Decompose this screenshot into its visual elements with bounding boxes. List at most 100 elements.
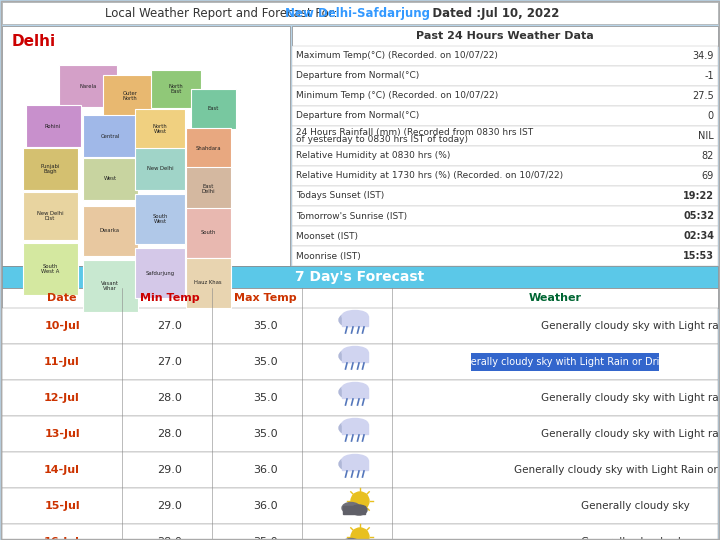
Text: Safdurjung: Safdurjung [145,271,174,275]
Bar [343,506,365,514]
Text: Tomorrow's Sunrise (IST): Tomorrow's Sunrise (IST) [296,212,407,220]
Text: New Delhi
Dist: New Delhi Dist [37,211,63,221]
Bar [342,424,368,434]
Text: Todays Sunset (IST): Todays Sunset (IST) [296,192,384,200]
Text: Local Weather Report and Forecast For:: Local Weather Report and Forecast For: [105,6,338,19]
FancyBboxPatch shape [151,70,201,108]
Ellipse shape [342,455,368,465]
Bar [2,488,718,524]
Ellipse shape [350,421,368,431]
Ellipse shape [339,422,359,435]
Text: 28.0: 28.0 [158,537,182,540]
Text: Min Temp: Min Temp [140,293,200,303]
Bar [292,46,718,66]
FancyBboxPatch shape [135,148,185,190]
Text: East
Delhi: East Delhi [201,184,215,194]
Bar [342,352,368,362]
Bar [2,308,718,344]
Text: -1: -1 [704,71,714,81]
Bar [292,246,718,266]
FancyBboxPatch shape [191,89,235,129]
Text: East: East [207,106,219,111]
Text: Maximum Temp(°C) (Recorded. on 10/07/22): Maximum Temp(°C) (Recorded. on 10/07/22) [296,51,498,60]
Text: Relative Humidity at 1730 hrs (%) (Recorded. on 10/07/22): Relative Humidity at 1730 hrs (%) (Recor… [296,172,563,180]
Text: 69: 69 [702,171,714,181]
Text: Narela: Narela [79,84,96,89]
Text: Outer
North: Outer North [122,91,138,102]
Text: 13-Jul: 13-Jul [44,429,80,439]
Text: 24 Hours Rainfall (mm) (Recorded from 0830 hrs IST: 24 Hours Rainfall (mm) (Recorded from 08… [296,127,533,137]
Text: Relative Humidity at 0830 hrs (%): Relative Humidity at 0830 hrs (%) [296,152,451,160]
Ellipse shape [342,310,368,321]
FancyBboxPatch shape [135,109,185,149]
Bar [342,460,368,470]
Ellipse shape [339,386,359,399]
Text: Moonrise (IST): Moonrise (IST) [296,252,361,260]
FancyBboxPatch shape [186,128,230,170]
Text: 35.0: 35.0 [253,393,277,403]
Text: 14-Jul: 14-Jul [44,465,80,475]
FancyBboxPatch shape [135,248,185,298]
Bar [2,524,718,540]
Text: Generally cloudy sky: Generally cloudy sky [580,501,689,511]
Text: Past 24 Hours Weather Data: Past 24 Hours Weather Data [416,31,594,41]
Text: 27.5: 27.5 [692,91,714,101]
Text: 15:53: 15:53 [683,251,714,261]
Text: 05:32: 05:32 [683,211,714,221]
Text: Generally cloudy sky with Light rain: Generally cloudy sky with Light rain [541,321,720,331]
FancyBboxPatch shape [83,206,138,256]
Text: South: South [200,231,216,235]
Text: Departure from Normal(°C): Departure from Normal(°C) [296,111,419,120]
Text: Date: Date [48,293,77,303]
Bar [292,146,718,166]
Bar [471,353,659,371]
Text: New Delhi: New Delhi [147,166,174,172]
Bar [292,166,718,186]
FancyBboxPatch shape [25,105,81,147]
Bar [2,452,718,488]
FancyBboxPatch shape [186,166,230,212]
Text: 35.0: 35.0 [253,537,277,540]
Text: 19:22: 19:22 [683,191,714,201]
Ellipse shape [339,314,359,327]
Text: Weather: Weather [528,293,582,303]
Text: Shahdara: Shahdara [195,146,221,152]
FancyBboxPatch shape [102,75,158,117]
Text: 16-Jul: 16-Jul [44,537,80,540]
Bar [292,26,718,46]
Text: 28.0: 28.0 [158,393,182,403]
Text: South
West A: South West A [41,264,59,274]
Text: 29.0: 29.0 [158,465,182,475]
Bar [2,344,718,380]
FancyBboxPatch shape [83,158,138,200]
Text: Minimum Temp (°C) (Recorded. on 10/07/22): Minimum Temp (°C) (Recorded. on 10/07/22… [296,91,498,100]
FancyBboxPatch shape [22,148,78,190]
Text: 35.0: 35.0 [253,429,277,439]
Text: Departure from Normal(°C): Departure from Normal(°C) [296,71,419,80]
FancyBboxPatch shape [186,258,230,308]
Text: North
East: North East [168,84,184,94]
Text: Vasant
Vihar: Vasant Vihar [101,281,119,292]
Text: 28.0: 28.0 [158,429,182,439]
Text: 12-Jul: 12-Jul [44,393,80,403]
Bar [2,380,718,416]
Text: 35.0: 35.0 [253,357,277,367]
Ellipse shape [342,382,368,394]
Text: of yesterday to 0830 hrs IST of today): of yesterday to 0830 hrs IST of today) [296,136,468,145]
Text: 0: 0 [708,111,714,121]
Text: South
West: South West [153,214,168,225]
Text: 34.9: 34.9 [693,51,714,61]
Text: 27.0: 27.0 [158,321,182,331]
FancyBboxPatch shape [22,243,78,295]
FancyBboxPatch shape [59,65,117,107]
Ellipse shape [339,457,359,470]
Circle shape [351,492,369,510]
Text: 36.0: 36.0 [253,465,277,475]
Bar [2,288,718,308]
Text: Punjabi
Bagh: Punjabi Bagh [40,164,60,174]
Ellipse shape [350,384,368,395]
FancyBboxPatch shape [135,194,185,244]
Ellipse shape [342,418,368,429]
Text: Max Temp: Max Temp [234,293,297,303]
FancyBboxPatch shape [22,192,78,240]
